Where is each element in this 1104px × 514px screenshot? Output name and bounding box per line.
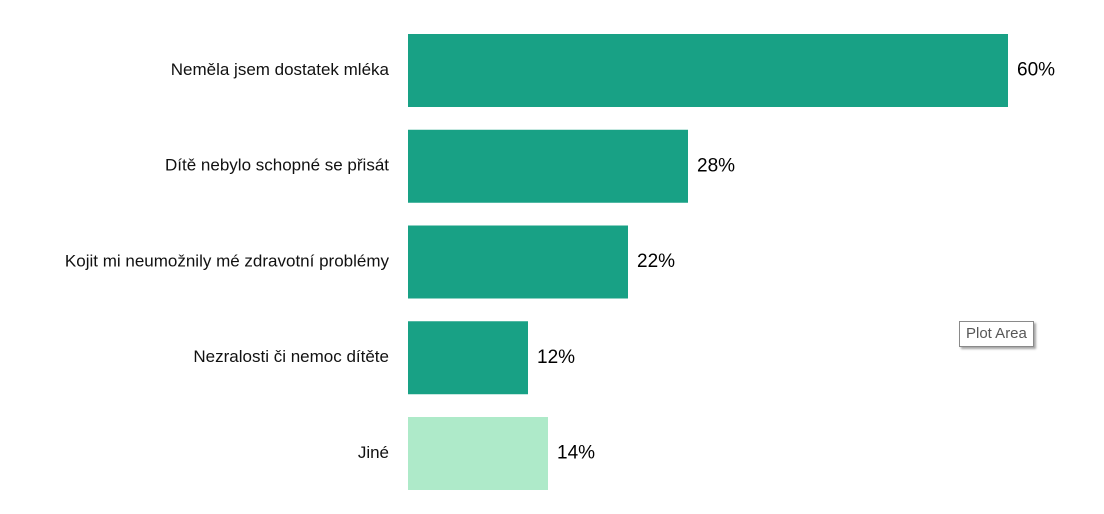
category-label-4: Jiné bbox=[358, 443, 389, 462]
data-label-3: 12% bbox=[537, 347, 575, 368]
data-label-2: 22% bbox=[637, 251, 675, 272]
bar-4 bbox=[408, 417, 548, 490]
data-label-0: 60% bbox=[1017, 60, 1055, 81]
plot-area-tooltip: Plot Area bbox=[959, 321, 1034, 347]
bar-1 bbox=[408, 129, 688, 203]
category-label-1: Dítě nebylo schopné se přisát bbox=[165, 156, 389, 175]
bar-2 bbox=[408, 225, 628, 299]
category-label-2: Kojit mi neumožnily mé zdravotní problém… bbox=[65, 251, 390, 270]
data-label-1: 28% bbox=[697, 155, 735, 176]
category-label-3: Nezralosti či nemoc dítěte bbox=[193, 347, 389, 366]
data-label-4: 14% bbox=[557, 443, 595, 464]
category-label-0: Neměla jsem dostatek mléka bbox=[171, 60, 390, 79]
bar-3 bbox=[408, 321, 528, 395]
bar-0 bbox=[408, 34, 1008, 107]
